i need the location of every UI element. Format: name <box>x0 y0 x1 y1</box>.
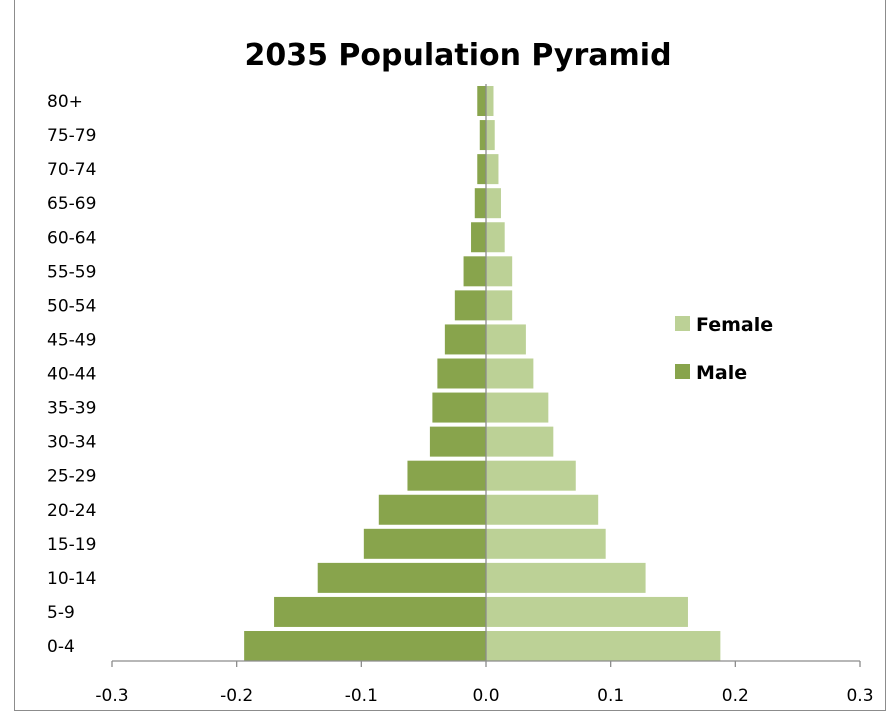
female-legend-label: Female <box>696 314 773 336</box>
male-bar-15-19 <box>363 528 486 559</box>
female-bar-40-44 <box>486 358 534 389</box>
bars-group <box>244 86 721 661</box>
y-tick-label: 60-64 <box>47 228 96 248</box>
male-bar-55-59 <box>463 256 486 287</box>
y-tick-label: 35-39 <box>47 399 96 419</box>
male-bar-75-79 <box>479 120 486 151</box>
male-bar-45-49 <box>444 324 486 355</box>
female-bar-50-54 <box>486 290 513 321</box>
female-bar-5-9 <box>486 596 688 627</box>
male-legend-swatch <box>675 364 690 379</box>
y-tick-label: 55-59 <box>47 262 96 282</box>
x-tick-label: 0.2 <box>722 686 749 706</box>
female-bar-65-69 <box>486 188 501 219</box>
male-bar-35-39 <box>432 392 486 423</box>
male-legend-label: Male <box>696 362 747 384</box>
male-bar-10-14 <box>317 562 486 593</box>
female-legend-swatch <box>675 316 690 331</box>
female-bar-10-14 <box>486 562 646 593</box>
male-bar-60-64 <box>471 222 486 253</box>
legend: Female Male <box>675 314 773 384</box>
female-bar-75-79 <box>486 120 495 151</box>
female-bar-60-64 <box>486 222 505 253</box>
x-tick-label: 0.3 <box>846 686 873 706</box>
female-bar-70-74 <box>486 154 499 185</box>
male-bar-40-44 <box>437 358 486 389</box>
y-tick-label: 50-54 <box>47 296 96 316</box>
male-bar-5-9 <box>274 596 486 627</box>
male-bar-50-54 <box>454 290 486 321</box>
y-tick-label: 20-24 <box>47 501 96 521</box>
y-tick-label: 5-9 <box>47 603 75 623</box>
y-tick-label: 80+ <box>47 92 83 112</box>
x-tick-label: -0.3 <box>95 686 128 706</box>
female-bar-15-19 <box>486 528 606 559</box>
y-tick-label: 65-69 <box>47 194 96 214</box>
male-bar-25-29 <box>407 460 486 491</box>
y-tick-label: 30-34 <box>47 433 96 453</box>
x-axis: -0.3 -0.2 -0.1 0.0 0.1 0.2 0.3 <box>95 84 874 706</box>
male-bar-0-4 <box>244 631 486 661</box>
x-tick-label: -0.2 <box>220 686 253 706</box>
male-bar-30-34 <box>429 426 486 457</box>
y-tick-label: 75-79 <box>47 126 96 146</box>
y-tick-label: 40-44 <box>47 365 96 385</box>
male-bar-65-69 <box>474 188 486 219</box>
y-tick-label: 15-19 <box>47 535 96 555</box>
male-bar-80+ <box>477 86 486 116</box>
y-tick-label: 70-74 <box>47 160 96 180</box>
x-tick-label: -0.1 <box>345 686 378 706</box>
y-axis-labels: 0-4 5-9 10-14 15-19 20-24 25-29 30-34 35-39 40-4… <box>47 92 96 657</box>
male-bar-20-24 <box>378 494 486 525</box>
female-bar-55-59 <box>486 256 513 287</box>
y-tick-label: 0-4 <box>47 637 75 657</box>
male-bar-70-74 <box>477 154 486 185</box>
female-bar-80+ <box>486 86 494 116</box>
female-bar-35-39 <box>486 392 549 423</box>
female-bar-0-4 <box>486 631 721 661</box>
y-tick-label: 25-29 <box>47 467 96 487</box>
female-bar-25-29 <box>486 460 576 491</box>
female-bar-30-34 <box>486 426 554 457</box>
x-tick-label: 0.0 <box>472 686 499 706</box>
female-bar-20-24 <box>486 494 599 525</box>
female-bar-45-49 <box>486 324 526 355</box>
x-tick-label: 0.1 <box>597 686 624 706</box>
chart-title: 2035 Population Pyramid <box>244 38 671 73</box>
y-tick-label: 10-14 <box>47 569 96 589</box>
y-tick-label: 45-49 <box>47 330 96 350</box>
